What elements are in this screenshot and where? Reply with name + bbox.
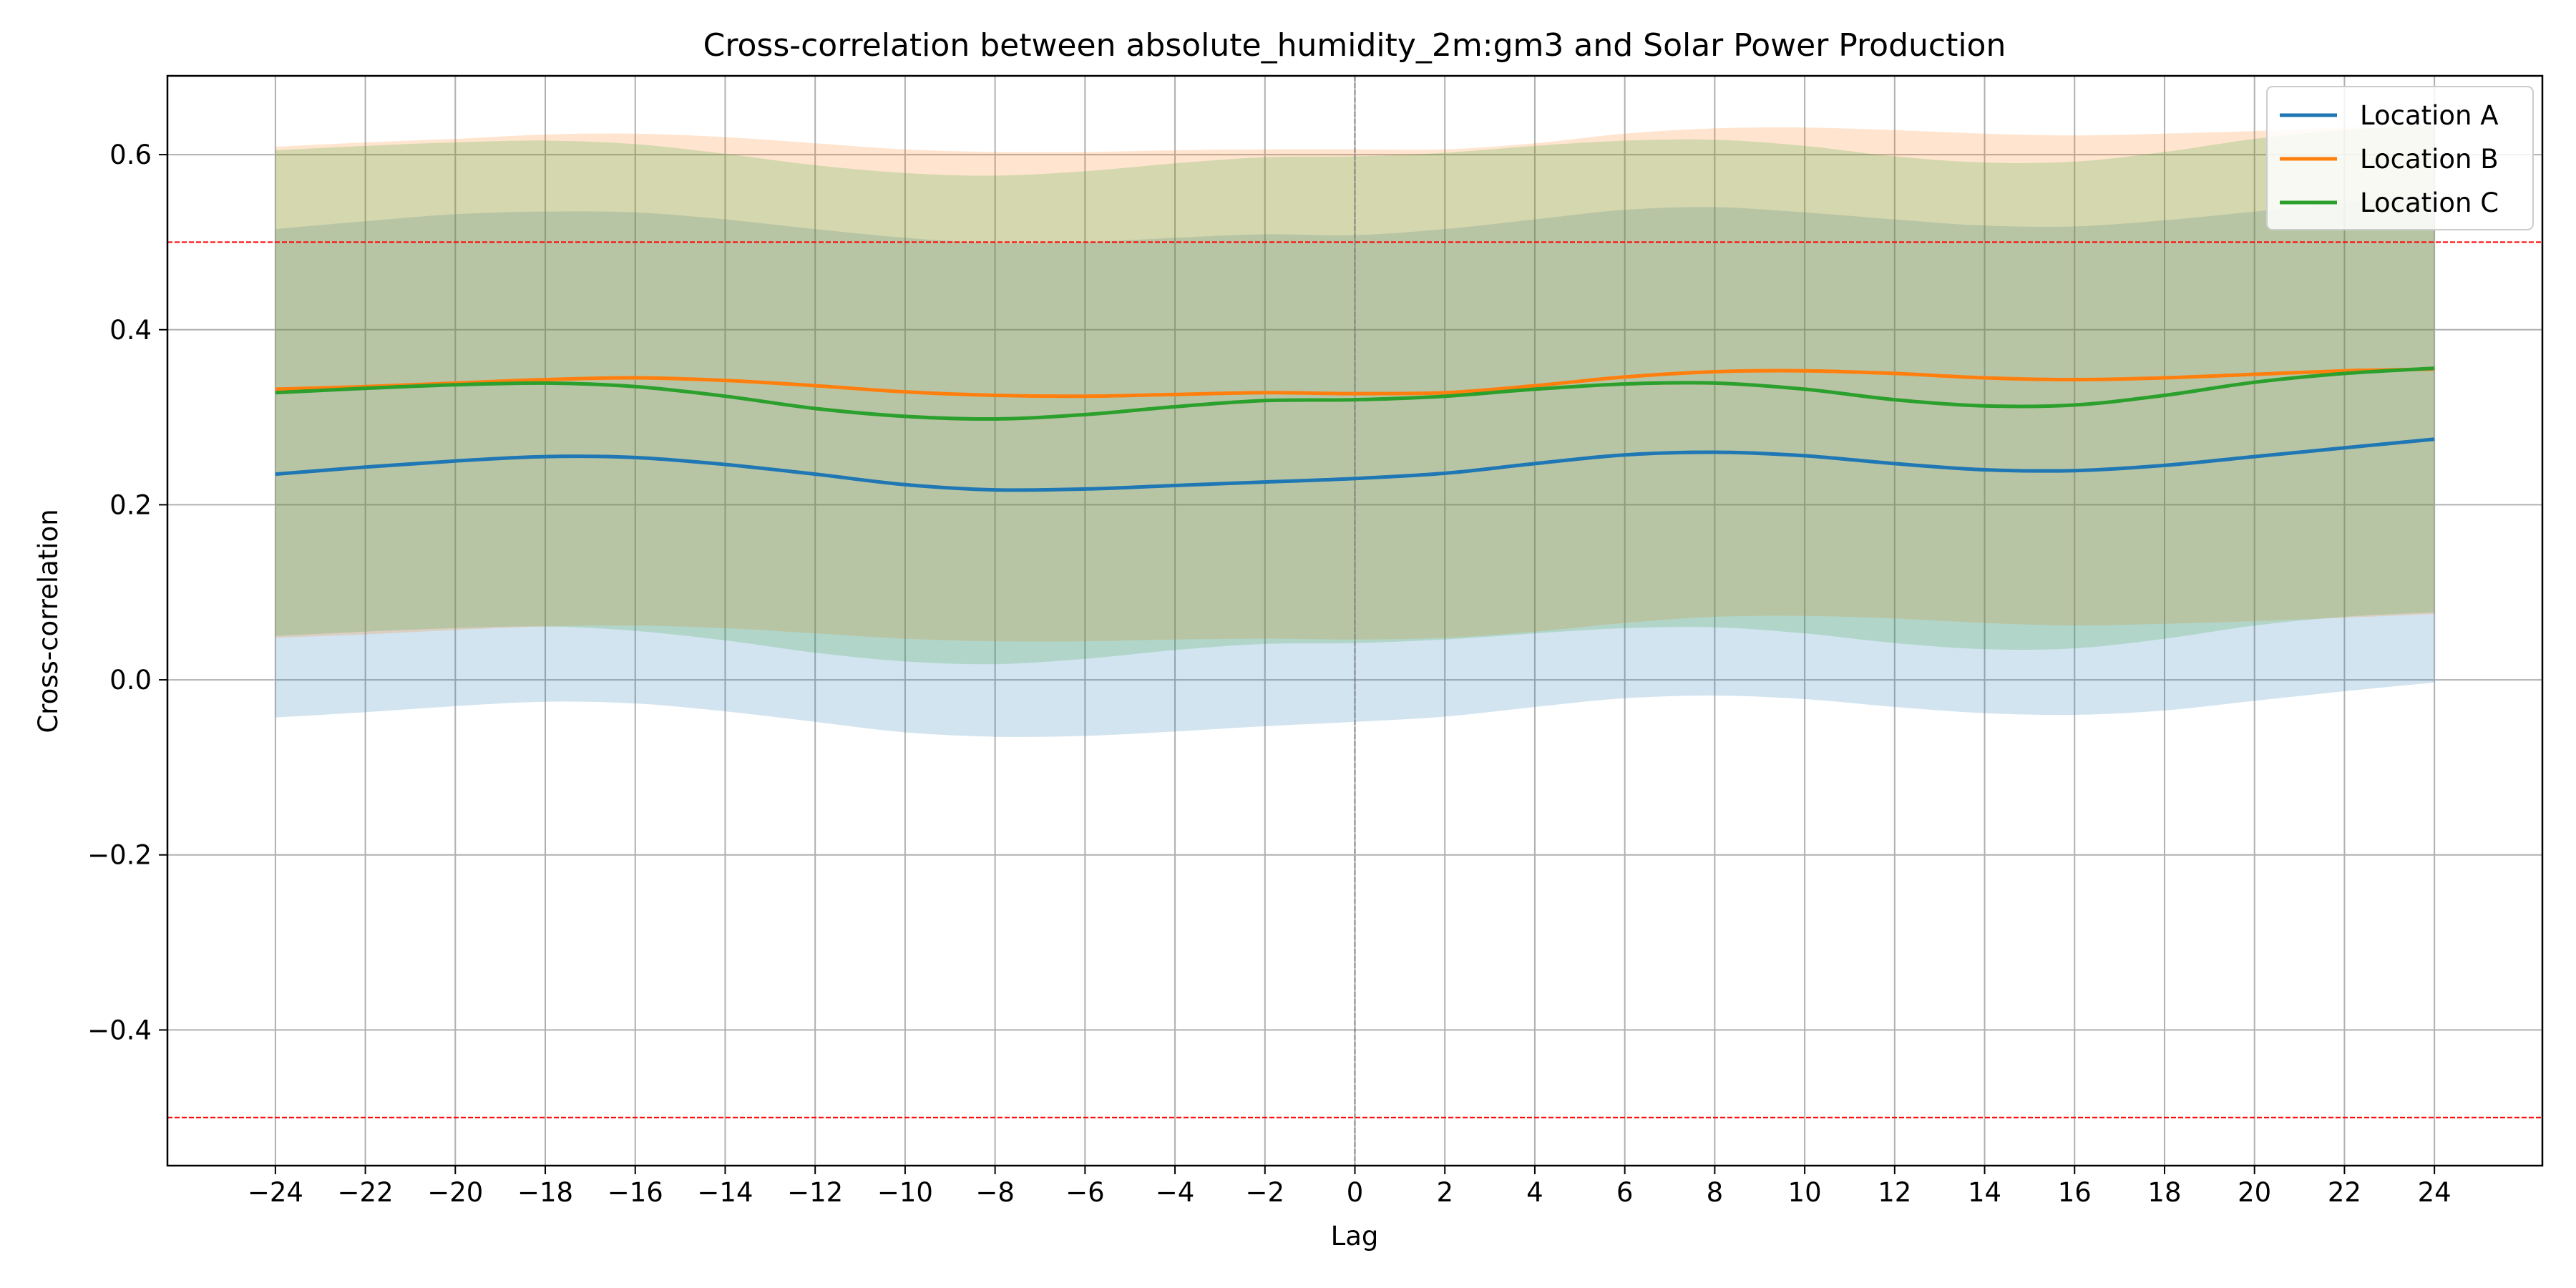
x-tick-label: −22 [338, 1177, 394, 1208]
x-tick-label: 14 [1968, 1177, 2001, 1208]
legend-label-3: Location C [2360, 187, 2499, 218]
x-tick-label: −2 [1246, 1177, 1285, 1208]
reference-lines [167, 76, 2542, 1166]
y-tick-label: 0.6 [109, 140, 152, 170]
series-line-1 [275, 437, 2435, 492]
series-line-2 [275, 367, 2435, 399]
x-tick-label: 18 [2147, 1177, 2181, 1208]
legend-label-1: Location A [2360, 100, 2499, 131]
x-tick-label: 0 [1347, 1177, 1364, 1208]
y-tick-label: −0.4 [87, 1015, 152, 1045]
y-tick-label: 0.4 [109, 315, 152, 346]
x-tick-label: 12 [1878, 1177, 1911, 1208]
axes [159, 74, 2544, 1174]
x-tick-label: −18 [517, 1177, 573, 1208]
x-tick-label: 20 [2238, 1177, 2271, 1208]
tick-labels: −24 −22 −20 −18 −16 −14 −12 −10 −8 −6 −4 −2 0 2 4 6 8 10 1… [87, 140, 2451, 1208]
legend-box [2266, 86, 2534, 230]
x-tick-label: 22 [2328, 1177, 2361, 1208]
x-tick-label: −10 [877, 1177, 933, 1208]
legend-label-2: Location B [2360, 144, 2499, 175]
y-tick-label: 0.0 [109, 665, 152, 696]
x-axis-label: Lag [1331, 1221, 1379, 1252]
chart-title: Cross-correlation between absolute_humid… [703, 27, 2006, 64]
x-tick-label: −6 [1065, 1177, 1105, 1208]
x-tick-label: −20 [427, 1177, 483, 1208]
y-tick-label: 0.2 [109, 489, 152, 520]
x-tick-label: 24 [2418, 1177, 2451, 1208]
x-tick-label: 16 [2058, 1177, 2092, 1208]
x-tick-label: 10 [1788, 1177, 1822, 1208]
series-line-3 [275, 366, 2435, 421]
x-tick-label: −16 [608, 1177, 663, 1208]
x-tick-label: 4 [1526, 1177, 1543, 1208]
series-lines [275, 366, 2435, 492]
x-tick-label: −12 [787, 1177, 843, 1208]
legend: Location A Location B Location C [2266, 86, 2534, 230]
y-tick-label: −0.2 [87, 840, 152, 871]
x-tick-label: −8 [975, 1177, 1015, 1208]
x-tick-label: −4 [1156, 1177, 1195, 1208]
x-tick-label: 8 [1707, 1177, 1724, 1208]
x-tick-label: −14 [697, 1177, 753, 1208]
x-tick-label: 2 [1436, 1177, 1453, 1208]
y-axis-label: Cross-correlation [33, 509, 64, 733]
x-tick-label: 6 [1616, 1177, 1634, 1208]
x-tick-label: −24 [248, 1177, 303, 1208]
